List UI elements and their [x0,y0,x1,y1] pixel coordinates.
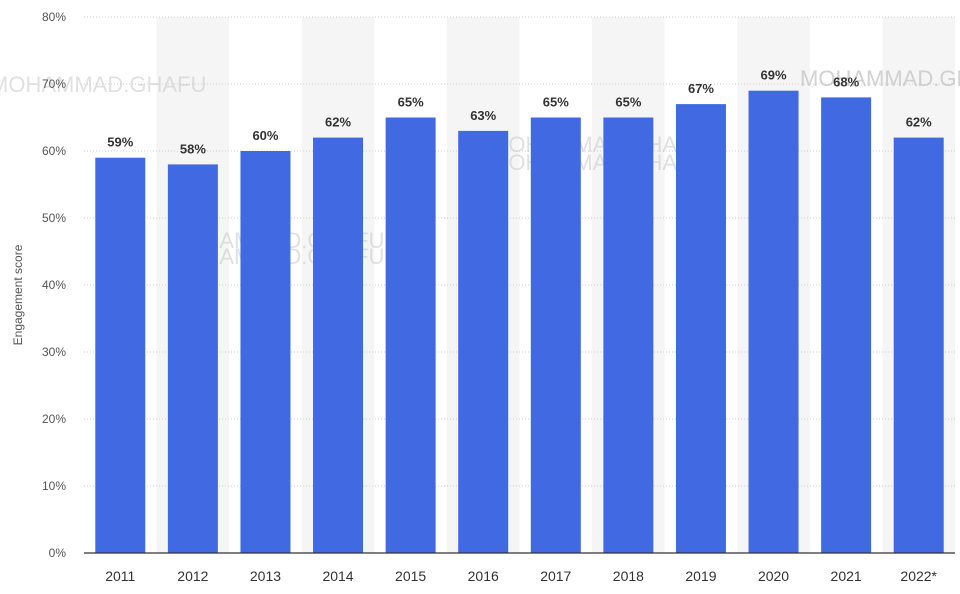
x-tick-label: 2013 [250,568,281,584]
watermark-text: MOHAMMAD.GHAFU [490,132,706,157]
y-tick-label: 30% [42,345,66,359]
data-label: 68% [833,74,859,89]
data-label: 63% [470,108,496,123]
x-axis-ticks: 2011 2012 2013 2014 2015 2016 2017 2018 2019 2020… [105,568,937,584]
x-tick-label: 2016 [468,568,499,584]
y-tick-label: 20% [42,412,66,426]
bars-group [95,90,944,554]
watermark-text: MOHAMMAD.GHAFU [490,150,706,175]
data-label: 65% [398,95,424,110]
x-tick-label: 2012 [177,568,208,584]
watermark-text: MOHAMMAD.GHAFU [800,66,960,91]
y-tick-label: 70% [42,77,66,91]
bar [458,130,509,553]
data-label: 62% [325,115,351,130]
bar [530,117,581,553]
watermark-text: MOHAMMAD.GHAFU [800,66,960,91]
x-tick-label: 2018 [613,568,644,584]
bar [313,137,364,553]
bar [893,137,944,553]
data-label: 69% [761,68,787,83]
y-axis-title: Engagement score [11,244,25,345]
data-label: 59% [107,135,133,150]
data-label: 60% [252,128,278,143]
bar [167,164,218,553]
y-axis-ticks: 0% 10% 20% 30% 40% 50% 60% 70% 80% [42,10,66,560]
bar [95,157,146,553]
bar [240,151,291,553]
gridlines [84,16,955,487]
watermark-text: MOHAMMAD.GHAFU [0,72,206,97]
data-labels-group: 59% 58% 60% 62% 65% 63% 65% 65% 67% 69% 68% 62% [107,68,932,157]
x-tick-label: 2011 [105,568,135,584]
data-label: 62% [906,115,932,130]
bar [675,104,726,553]
bar [748,90,799,553]
x-tick-label: 2014 [322,568,353,584]
bar [821,97,872,554]
y-tick-label: 40% [42,278,66,292]
x-tick-label: 2020 [758,568,789,584]
data-label: 58% [180,141,206,156]
y-tick-label: 60% [42,144,66,158]
y-tick-label: 0% [49,546,67,560]
data-label: 65% [615,95,641,110]
x-tick-label: 2019 [685,568,716,584]
data-label: 67% [688,81,714,96]
y-tick-label: 80% [42,10,66,24]
data-label: 65% [543,95,569,110]
x-tick-label: 2021 [831,568,862,584]
x-tick-label: 2017 [540,568,571,584]
x-tick-label: 2015 [395,568,426,584]
bar [603,117,654,553]
x-tick-label: 2022* [900,568,937,584]
y-tick-label: 10% [42,479,66,493]
bar [385,117,436,553]
y-tick-label: 50% [42,211,66,225]
